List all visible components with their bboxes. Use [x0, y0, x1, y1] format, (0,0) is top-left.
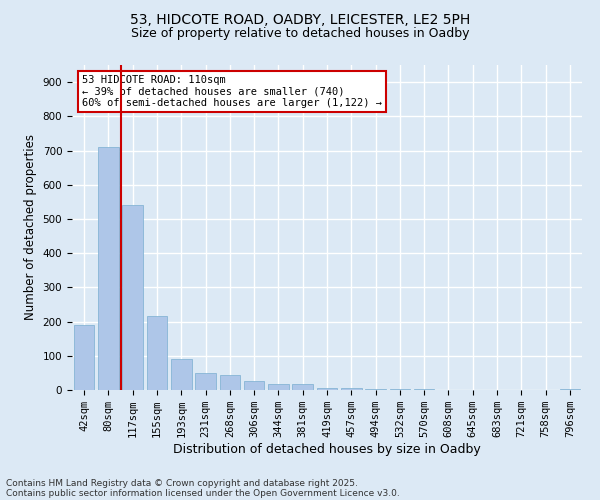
X-axis label: Distribution of detached houses by size in Oadby: Distribution of detached houses by size …	[173, 443, 481, 456]
Text: 53 HIDCOTE ROAD: 110sqm
← 39% of detached houses are smaller (740)
60% of semi-d: 53 HIDCOTE ROAD: 110sqm ← 39% of detache…	[82, 74, 382, 108]
Bar	[560, 389, 580, 390]
Bar	[268, 384, 289, 390]
Bar	[414, 389, 434, 390]
Bar	[220, 374, 240, 390]
Text: Contains HM Land Registry data © Crown copyright and database right 2025.: Contains HM Land Registry data © Crown c…	[6, 478, 358, 488]
Bar	[389, 389, 410, 390]
Bar	[365, 389, 386, 390]
Bar	[317, 388, 337, 390]
Bar	[244, 382, 265, 390]
Bar	[171, 359, 191, 390]
Text: Contains public sector information licensed under the Open Government Licence v3: Contains public sector information licen…	[6, 488, 400, 498]
Bar	[122, 206, 143, 390]
Bar	[195, 373, 216, 390]
Text: Size of property relative to detached houses in Oadby: Size of property relative to detached ho…	[131, 28, 469, 40]
Text: 53, HIDCOTE ROAD, OADBY, LEICESTER, LE2 5PH: 53, HIDCOTE ROAD, OADBY, LEICESTER, LE2 …	[130, 12, 470, 26]
Y-axis label: Number of detached properties: Number of detached properties	[24, 134, 37, 320]
Bar	[98, 147, 119, 390]
Bar	[74, 325, 94, 390]
Bar	[341, 388, 362, 390]
Bar	[146, 316, 167, 390]
Bar	[292, 384, 313, 390]
